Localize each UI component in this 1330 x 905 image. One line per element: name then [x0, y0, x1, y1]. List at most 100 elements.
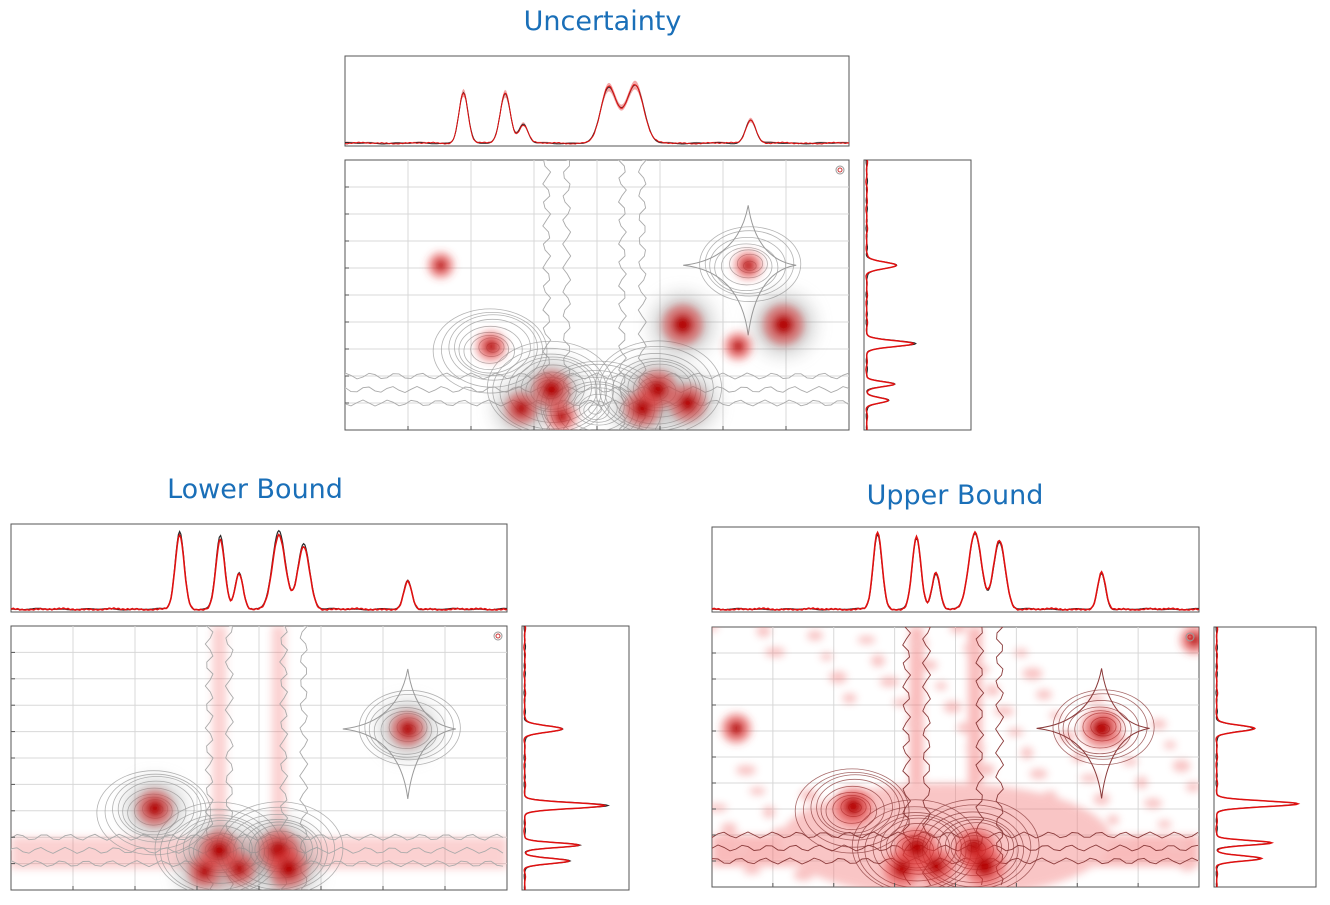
contour-layer	[712, 627, 1199, 887]
peak-core	[1092, 718, 1112, 739]
noise-blob	[906, 717, 919, 730]
peak-core	[146, 799, 164, 817]
peak-core	[210, 841, 229, 860]
corner-ring	[835, 165, 845, 175]
noise-blob	[842, 693, 857, 704]
peak-core	[729, 721, 743, 736]
star-contour	[1036, 668, 1150, 799]
estimate-line	[10, 533, 508, 611]
contour-ring	[699, 226, 802, 302]
peak-core	[927, 857, 945, 875]
noise-blob	[712, 803, 728, 812]
peak-core	[633, 400, 651, 417]
ridge-contour	[345, 372, 849, 380]
peak-layer	[136, 711, 425, 888]
contour-ring	[358, 690, 461, 766]
contour-ring	[117, 780, 195, 838]
noise-blob	[721, 822, 737, 835]
noise-blob	[985, 684, 1000, 697]
peak-core	[514, 401, 529, 416]
noise-blob	[1150, 719, 1167, 730]
side-estimate-line	[1215, 626, 1301, 888]
lower-bound-title: Lower Bound	[167, 474, 343, 505]
peak-core	[893, 860, 911, 878]
uncertainty-title: Uncertainty	[523, 6, 682, 37]
contour-ring	[599, 345, 714, 430]
peak-core	[555, 409, 569, 424]
peak-core	[975, 856, 995, 876]
noise-blob	[1166, 839, 1186, 852]
noise-blob	[893, 698, 909, 707]
peak-core	[197, 864, 212, 879]
contour-ring	[704, 230, 795, 297]
noise-blob	[1021, 747, 1033, 759]
contour-ring	[104, 773, 207, 850]
noise-blob	[763, 806, 775, 818]
top-spectrum-frame	[711, 526, 1200, 613]
peak-core	[679, 394, 697, 412]
noise-blob	[1014, 648, 1028, 657]
peak-layer	[721, 627, 1199, 887]
side-estimate-line	[865, 159, 915, 431]
contour-ring	[794, 768, 910, 854]
top-spectrum-frame	[344, 55, 850, 147]
noise-blob	[979, 763, 995, 776]
noise-blob	[1115, 836, 1134, 845]
peak-core	[231, 861, 247, 877]
ridge-contour	[712, 831, 1199, 839]
peak-core	[400, 721, 416, 737]
noise-blob	[857, 635, 876, 644]
corner-ring	[837, 167, 843, 173]
peak-core	[484, 339, 498, 353]
noise-blob	[734, 844, 747, 855]
corner-ring	[493, 631, 503, 641]
contour-ring	[492, 347, 607, 430]
estimate-line	[344, 84, 850, 145]
noise-blob	[943, 700, 962, 713]
peak-core	[773, 315, 794, 335]
noise-blob	[908, 638, 928, 651]
noise-blob	[820, 652, 833, 661]
ridge-contour	[345, 386, 849, 393]
contour-ring	[432, 308, 548, 394]
noise-blob	[1144, 798, 1162, 809]
noise-blob	[1179, 861, 1196, 872]
side-spectrum-frame	[1213, 626, 1317, 888]
noise-blob	[743, 866, 761, 875]
noise-blob	[1071, 752, 1086, 763]
noise-blob	[1036, 689, 1052, 700]
panel-lower	[10, 523, 630, 891]
contour-ring	[1067, 706, 1132, 755]
star-contour	[683, 205, 797, 336]
noise-blob	[963, 643, 976, 654]
peak-core	[906, 838, 927, 858]
noise-blob	[972, 665, 990, 674]
noise-blob	[879, 676, 900, 687]
contour-ring	[1058, 693, 1148, 760]
corner-ring	[1185, 632, 1195, 642]
noise-blob	[935, 682, 947, 690]
contour-ring	[454, 318, 531, 376]
contour-ring	[96, 770, 212, 856]
noise-blob	[807, 630, 823, 641]
noise-blob	[1080, 774, 1100, 783]
noise-blob	[1157, 820, 1172, 829]
noise-blob	[1022, 667, 1043, 680]
peak-core	[1188, 634, 1199, 646]
contour-ring	[368, 700, 446, 758]
peak-core	[673, 315, 693, 335]
side-spectrum-frame	[863, 159, 972, 431]
upper-bound-title: Upper Bound	[866, 480, 1044, 511]
noise-blob	[1093, 793, 1110, 806]
noise-blob	[1135, 776, 1148, 789]
panel-uncertainty-band	[344, 55, 972, 431]
contour-ring	[583, 400, 610, 421]
noise-blob	[1172, 759, 1191, 772]
peak-core	[279, 859, 298, 878]
peak-layer	[427, 251, 804, 430]
star-contour	[342, 668, 456, 800]
noise-blob	[1186, 781, 1199, 792]
contour-ring	[448, 314, 538, 381]
contour-ring	[499, 353, 602, 430]
